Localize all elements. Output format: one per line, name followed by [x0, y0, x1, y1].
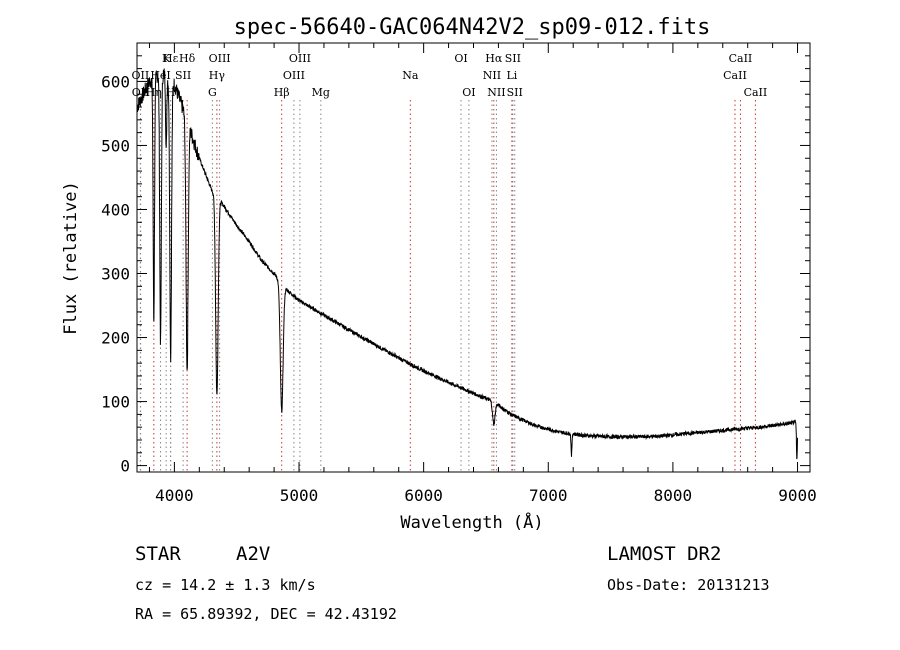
line-marker-label: OI — [454, 52, 467, 65]
x-tick-label: 4000 — [155, 486, 194, 505]
line-marker-label: G — [208, 86, 217, 99]
line-marker-label: CaII — [729, 52, 753, 65]
line-marker-label: Na — [402, 69, 419, 82]
object-subclass: A2V — [236, 543, 270, 565]
line-marker-label: CaII — [744, 86, 768, 99]
y-tick-label: 600 — [101, 72, 130, 91]
plot-frame — [136, 42, 811, 473]
line-marker-label: Hγ — [209, 69, 226, 82]
chart-title: spec-56640-GAC064N42V2_sp09-012.fits — [234, 15, 711, 40]
line-marker-label: HeI — [150, 69, 170, 82]
x-axis: 4000 5000 6000 7000 8000 9000 — [148, 43, 817, 505]
line-marker-label: Hη — [146, 86, 162, 99]
line-marker-label: NII — [487, 86, 505, 99]
line-marker-label: Hβ — [274, 86, 290, 99]
coordinates: RA = 65.89392, DEC = 42.43192 — [135, 605, 397, 623]
line-marker-label: K — [162, 52, 171, 65]
x-tick-label: 8000 — [654, 486, 693, 505]
x-tick-label: 7000 — [529, 486, 568, 505]
spectrum-line — [136, 68, 798, 460]
y-axis-label: Flux (relative) — [61, 181, 81, 335]
y-axis: 0 100 200 300 400 500 600 — [101, 55, 810, 476]
line-marker-label: Li — [506, 69, 517, 82]
line-marker-label: Hα — [485, 52, 503, 65]
line-marker-label: SII — [507, 86, 523, 99]
object-class: STAR — [135, 543, 181, 565]
line-marker-label: Hδ — [179, 52, 196, 65]
line-marker-label: Mg — [312, 86, 330, 99]
line-marker-label: OI — [462, 86, 475, 99]
y-tick-label: 300 — [101, 265, 130, 284]
line-marker-label: OIII — [209, 52, 231, 65]
y-tick-label: 400 — [101, 200, 130, 219]
line-marker-label: CaII — [723, 69, 747, 82]
x-tick-label: 6000 — [404, 486, 443, 505]
observation-date: Obs-Date: 20131213 — [607, 576, 770, 594]
x-tick-label: 9000 — [778, 486, 817, 505]
line-marker-label: NII — [483, 69, 501, 82]
x-tick-label: 5000 — [280, 486, 319, 505]
line-marker-label: H — [166, 86, 176, 99]
y-tick-label: 500 — [101, 136, 130, 155]
line-marker-label: SII — [505, 52, 521, 65]
y-tick-label: 100 — [101, 393, 130, 412]
survey-name: LAMOST DR2 — [607, 543, 721, 565]
redshift-value: cz = 14.2 ± 1.3 km/s — [135, 576, 316, 594]
line-marker-label: OII — [132, 69, 150, 82]
line-marker-label: Hε — [163, 52, 179, 65]
line-marker-label: SII — [175, 69, 191, 82]
line-marker-label: OIII — [289, 52, 311, 65]
x-axis-label: Wavelength (Å) — [400, 511, 543, 533]
line-marker-label: OIII — [283, 69, 305, 82]
y-tick-label: 200 — [101, 329, 130, 348]
y-tick-label: 0 — [120, 457, 130, 476]
